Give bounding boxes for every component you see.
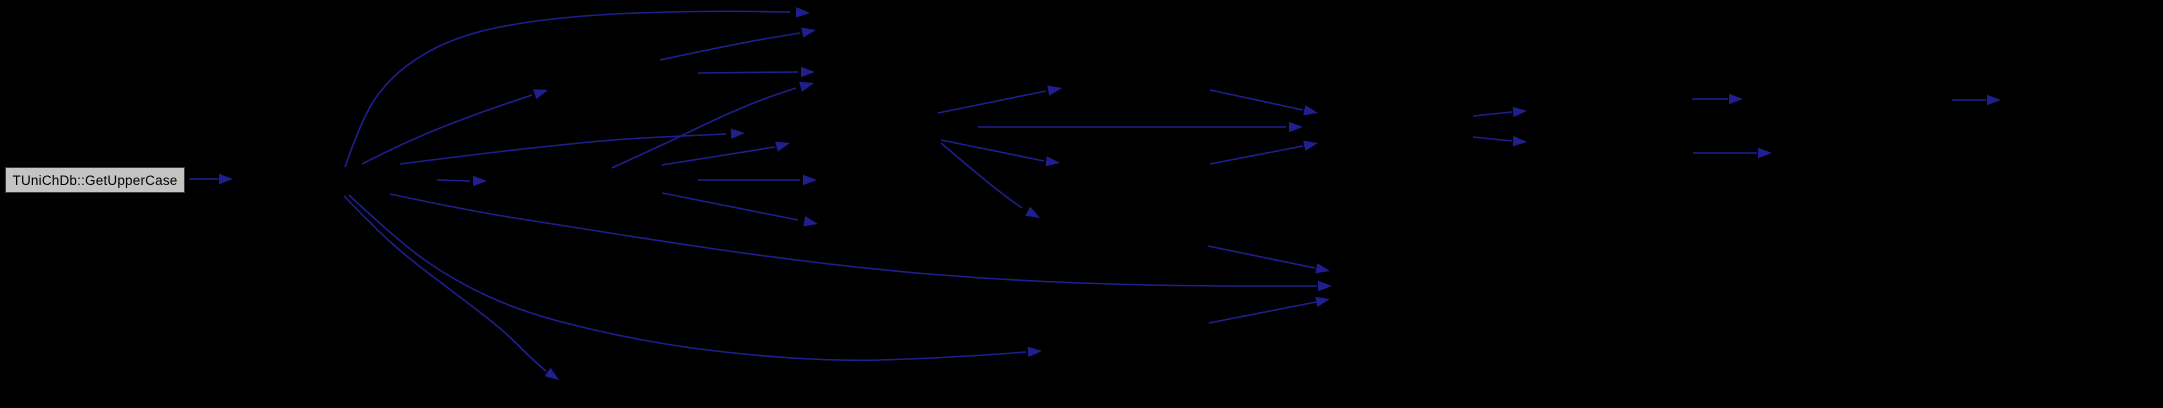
edge-arrowhead-mid-curve-up — [799, 81, 814, 92]
edge-line-r4-converge-up — [1209, 145, 1304, 165]
edge-line-mid-up-right — [659, 32, 801, 61]
edge-arrowhead-r3-up — [1047, 85, 1062, 96]
edge-arrowhead-r4-converge-down — [1303, 105, 1318, 116]
edge-arrowhead-mid-rise-right — [775, 141, 790, 152]
edge-line-fan-long-flat — [389, 193, 1317, 287]
edge-arrowhead-mid-fall-right — [803, 216, 818, 227]
edge-arrowhead-r4-converge-up — [1303, 140, 1318, 151]
root-node-label: TUniChDb::GetUpperCase — [12, 172, 178, 188]
edge-line-fan-short-right — [436, 179, 471, 182]
edge-line-r3-curve-down — [940, 142, 1023, 209]
edge-line-mid-horizontal-1 — [697, 71, 799, 74]
edge-line-r3-up — [937, 90, 1047, 114]
edge-arrowhead-r6-horizontal-up — [1729, 93, 1743, 105]
edge-line-r4-low-down — [1207, 245, 1316, 269]
edge-arrowhead-r5-split-up — [1512, 106, 1527, 118]
edge-line-r5-split-down — [1472, 136, 1513, 142]
edge-line-fan-rise-mid — [399, 133, 727, 165]
edge-line-fan-down-long — [348, 194, 1027, 362]
edge-line-r4-low-up — [1208, 301, 1317, 324]
edge-arrowhead-mid-horizontal-2 — [803, 174, 817, 186]
edge-arrowhead-r6-horizontal-low — [1758, 147, 1772, 159]
edge-arrowhead-fan-short-right — [473, 175, 487, 187]
edge-line-r4-converge-down — [1209, 89, 1304, 111]
edge-arrowhead-mid-up-right — [801, 27, 816, 38]
edge-arrowhead-mid-horizontal-1 — [801, 66, 815, 78]
edge-arrowhead-fan-down-long — [1027, 346, 1042, 358]
edge-arrowhead-fan-down-short — [544, 367, 559, 380]
edge-line-r5-split-up — [1472, 111, 1513, 117]
edge-arrowhead-r4-low-down — [1315, 263, 1330, 274]
edge-arrowhead-root-out — [219, 173, 233, 185]
edge-arrowhead-r3-long-horizontal — [1289, 121, 1303, 133]
edge-arrowhead-fan-diagonal-up — [533, 89, 548, 100]
root-node[interactable]: TUniChDb::GetUpperCase — [5, 167, 185, 193]
edge-arrowhead-fan-long-flat — [1318, 280, 1332, 292]
edge-arrowhead-r4-low-up — [1315, 296, 1330, 308]
edge-arrowhead-r3-down — [1045, 156, 1060, 167]
edge-line-fan-down-short — [343, 195, 547, 372]
edge-arrowhead-r5-split-down — [1512, 135, 1527, 147]
edge-line-r3-down — [940, 139, 1045, 162]
edge-line-fan-top-curve — [344, 10, 791, 168]
edge-arrowhead-r7-horizontal — [1987, 94, 2001, 106]
edge-arrowhead-fan-rise-mid — [730, 128, 745, 139]
edge-line-fan-diagonal-up — [361, 94, 533, 165]
edge-line-mid-curve-up — [611, 87, 797, 169]
edge-line-mid-rise-right — [661, 146, 776, 166]
edge-arrowhead-r3-curve-down — [1025, 206, 1040, 218]
edge-arrowhead-fan-top-curve — [795, 7, 810, 18]
edge-line-mid-fall-right — [661, 192, 799, 221]
